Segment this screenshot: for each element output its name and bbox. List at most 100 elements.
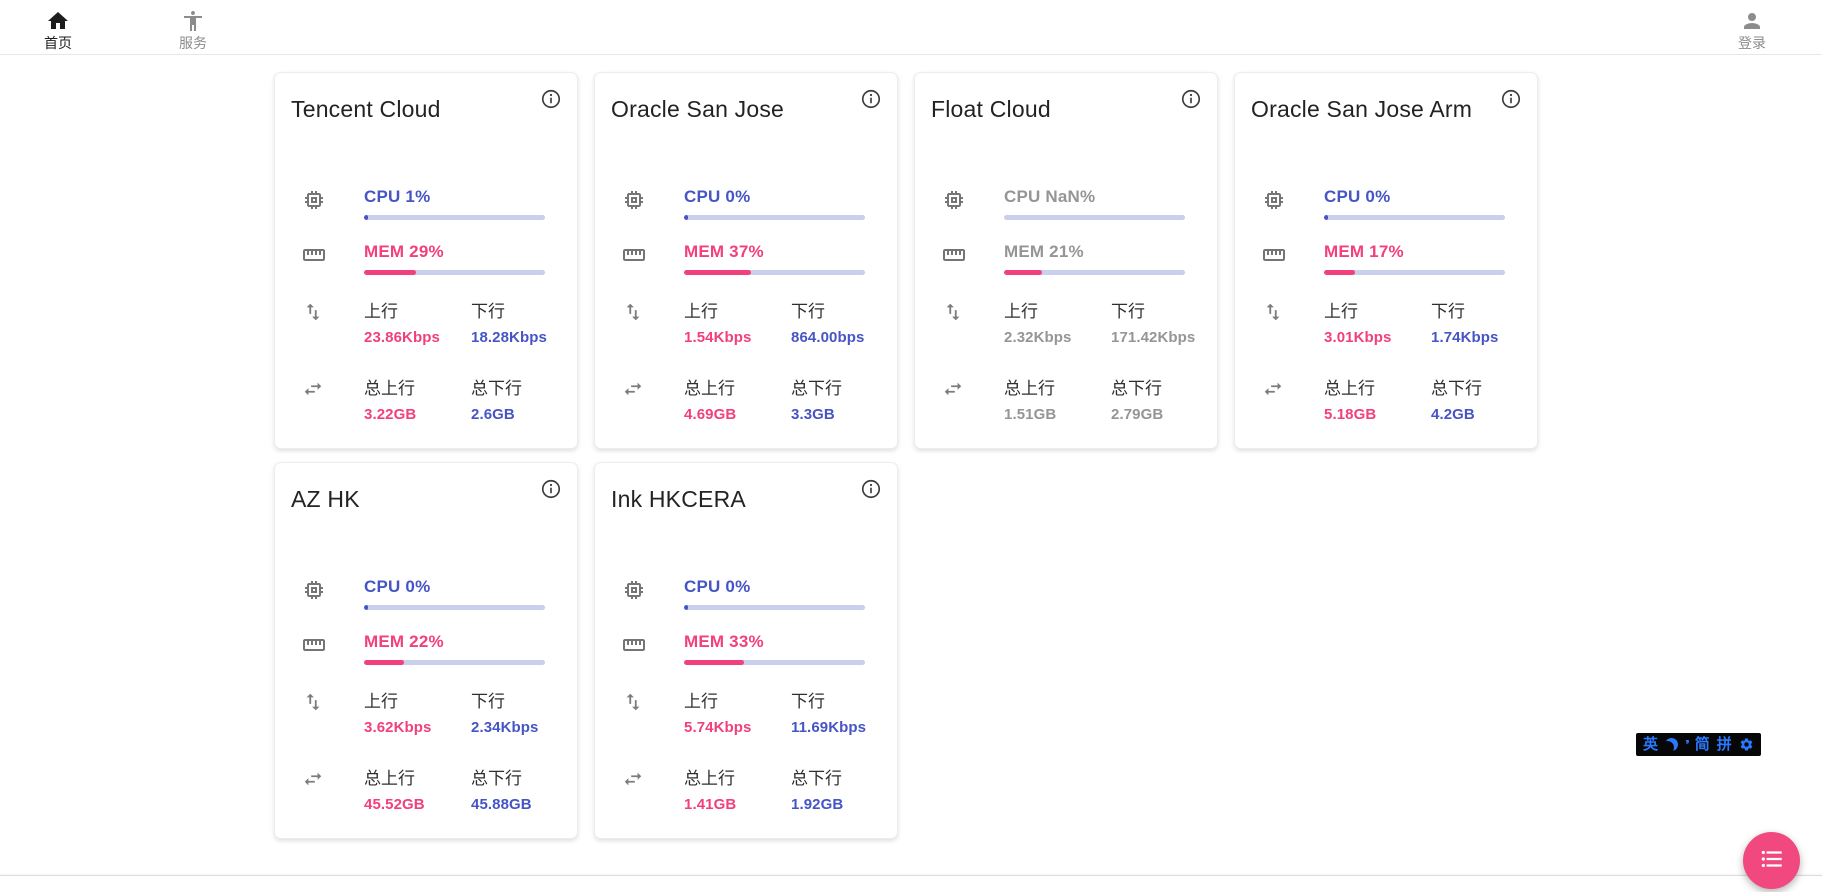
total-upload-label: 总上行 xyxy=(684,769,735,788)
cpu-progress-bar xyxy=(684,605,865,610)
server-stats: CPU NaN% MEM 21% 上行 xyxy=(931,187,1201,423)
cpu-progress-bar xyxy=(1324,215,1505,220)
speed-row: 上行 3.62Kbps 下行 2.34Kbps xyxy=(291,687,561,736)
total-download: 总下行 1.92GB xyxy=(791,764,898,813)
mem-meter: MEM 22% xyxy=(364,632,545,665)
total-upload-value: 3.22GB xyxy=(364,406,417,423)
ruler-icon xyxy=(942,242,966,272)
total-download-label: 总下行 xyxy=(471,379,522,398)
speed-columns: 上行 1.54Kbps 下行 864.00bps xyxy=(684,297,898,346)
swap-vertical-icon xyxy=(302,297,326,328)
nav-item-login[interactable]: 登录 xyxy=(1694,3,1810,51)
cpu-usage-text: CPU 0% xyxy=(684,187,751,206)
cpu-chip-icon xyxy=(622,187,646,217)
ime-punctuation-toggle[interactable]: ’’ xyxy=(1685,737,1690,752)
cpu-progress-fill xyxy=(1324,215,1328,220)
mem-row: MEM 21% xyxy=(931,242,1201,275)
total-download: 总下行 45.88GB xyxy=(471,764,578,813)
ime-language-toggle[interactable]: 英 xyxy=(1643,736,1659,753)
info-icon[interactable] xyxy=(860,88,882,110)
info-icon[interactable] xyxy=(540,88,562,110)
top-nav: 首页 服务 登录 xyxy=(0,0,1822,55)
cpu-usage-text: CPU 0% xyxy=(1324,187,1391,206)
mem-progress-fill xyxy=(684,270,751,275)
cpu-row: CPU 0% xyxy=(291,577,561,610)
swap-vertical-icon xyxy=(622,687,646,718)
mem-usage-text: MEM 17% xyxy=(1324,242,1404,261)
server-stats: CPU 0% MEM 17% 上行 xyxy=(1251,187,1521,423)
upload-value: 23.86Kbps xyxy=(364,329,440,346)
server-card: Oracle San Jose Arm CPU 0% MEM 17% xyxy=(1234,72,1538,449)
mem-meter: MEM 17% xyxy=(1324,242,1505,275)
speed-row: 上行 23.86Kbps 下行 18.28Kbps xyxy=(291,297,561,346)
total-download-label: 总下行 xyxy=(1111,379,1162,398)
cpu-meter: CPU NaN% xyxy=(1004,187,1185,220)
cpu-chip-icon xyxy=(302,577,326,607)
speed-row: 上行 5.74Kbps 下行 11.69Kbps xyxy=(611,687,881,736)
upload-speed: 上行 2.32Kbps xyxy=(1004,297,1111,346)
mem-row: MEM 22% xyxy=(291,632,561,665)
mem-progress-bar xyxy=(684,660,865,665)
download-label: 下行 xyxy=(1111,302,1145,321)
swap-horizontal-icon xyxy=(622,764,646,795)
mem-progress-fill xyxy=(684,660,744,665)
nav-item-services[interactable]: 服务 xyxy=(135,3,251,51)
cpu-progress-fill xyxy=(364,215,368,220)
mem-row: MEM 37% xyxy=(611,242,881,275)
mem-usage-text: MEM 21% xyxy=(1004,242,1084,261)
speed-row: 上行 1.54Kbps 下行 864.00bps xyxy=(611,297,881,346)
mem-meter: MEM 21% xyxy=(1004,242,1185,275)
mem-usage-text: MEM 22% xyxy=(364,632,444,651)
speed-columns: 上行 2.32Kbps 下行 171.42Kbps xyxy=(1004,297,1218,346)
server-card: AZ HK CPU 0% MEM 22% xyxy=(274,462,578,839)
server-card: Tencent Cloud CPU 1% MEM 29% xyxy=(274,72,578,449)
mem-meter: MEM 37% xyxy=(684,242,865,275)
ime-pinyin-indicator[interactable]: 拼 xyxy=(1716,736,1732,753)
mem-progress-bar xyxy=(1004,270,1185,275)
nav-left-group: 首页 服务 xyxy=(0,3,251,51)
total-upload: 总上行 1.41GB xyxy=(684,764,791,813)
nav-item-home[interactable]: 首页 xyxy=(0,3,116,51)
mem-meter: MEM 29% xyxy=(364,242,545,275)
footer-divider xyxy=(0,875,1822,892)
upload-speed: 上行 3.01Kbps xyxy=(1324,297,1431,346)
server-card: Float Cloud CPU NaN% MEM 21% xyxy=(914,72,1218,449)
info-icon[interactable] xyxy=(860,478,882,500)
moon-icon[interactable] xyxy=(1665,738,1678,751)
total-upload: 总上行 1.51GB xyxy=(1004,374,1111,423)
server-name: Tencent Cloud xyxy=(291,96,441,122)
swap-vertical-icon xyxy=(1262,297,1286,328)
cpu-meter: CPU 0% xyxy=(684,577,865,610)
mem-progress-bar xyxy=(364,660,545,665)
total-columns: 总上行 45.52GB 总下行 45.88GB xyxy=(364,764,578,813)
download-value: 171.42Kbps xyxy=(1111,329,1196,346)
info-icon[interactable] xyxy=(540,478,562,500)
cpu-row: CPU 0% xyxy=(611,187,881,220)
cpu-chip-icon xyxy=(302,187,326,217)
cpu-chip-icon xyxy=(622,577,646,607)
cpu-progress-bar xyxy=(1004,215,1185,220)
accessibility-icon xyxy=(181,9,205,33)
info-icon[interactable] xyxy=(1180,88,1202,110)
gear-icon[interactable] xyxy=(1739,737,1754,752)
mem-progress-fill xyxy=(364,660,404,665)
swap-vertical-icon xyxy=(942,297,966,328)
server-list-fab[interactable] xyxy=(1743,832,1800,889)
ime-toolbar: 英 ’’ 简 拼 xyxy=(1636,733,1761,756)
mem-progress-fill xyxy=(1324,270,1355,275)
total-upload: 总上行 4.69GB xyxy=(684,374,791,423)
speed-row: 上行 2.32Kbps 下行 171.42Kbps xyxy=(931,297,1201,346)
ruler-icon xyxy=(1262,242,1286,272)
cpu-usage-text: CPU 0% xyxy=(684,577,751,596)
info-icon[interactable] xyxy=(1500,88,1522,110)
ime-simplified-toggle[interactable]: 简 xyxy=(1694,736,1710,753)
total-columns: 总上行 1.51GB 总下行 2.79GB xyxy=(1004,374,1218,423)
upload-value: 3.62Kbps xyxy=(364,719,432,736)
upload-label: 上行 xyxy=(684,302,718,321)
nav-home-label: 首页 xyxy=(44,35,72,51)
upload-speed: 上行 5.74Kbps xyxy=(684,687,791,736)
server-name: AZ HK xyxy=(291,486,360,512)
total-download-value: 3.3GB xyxy=(791,406,835,423)
total-upload-label: 总上行 xyxy=(1324,379,1375,398)
server-stats: CPU 0% MEM 37% 上行 xyxy=(611,187,881,423)
